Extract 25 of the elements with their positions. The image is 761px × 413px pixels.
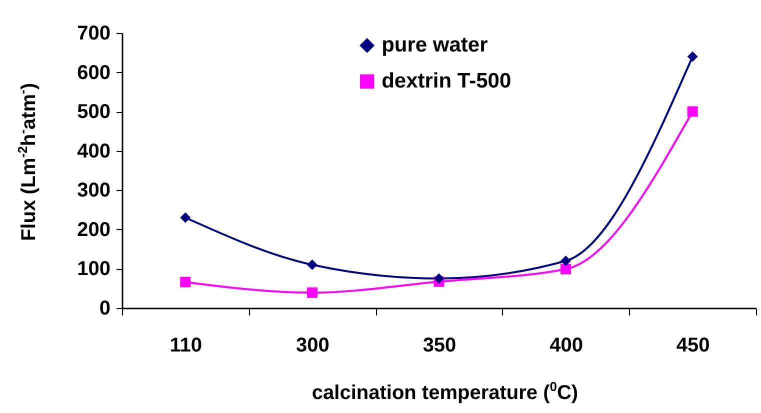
x-tick-label: 400	[550, 334, 583, 356]
y-tick-label: 200	[77, 218, 110, 241]
point	[560, 256, 572, 266]
point	[687, 106, 698, 117]
y-tick-label: 0	[99, 298, 110, 320]
x-axis-title: calcination temperature ($^{0}$C)	[312, 379, 578, 405]
y-tick-label: 700	[77, 22, 110, 44]
point	[560, 264, 572, 274]
x-tick-label: 350	[422, 334, 456, 356]
legend-label: pure water	[382, 34, 488, 56]
point	[687, 51, 698, 62]
point	[306, 287, 318, 298]
y-tick-label: 500	[77, 101, 110, 124]
y-tick-label: 100	[77, 258, 110, 280]
y-tick-label: 400	[77, 140, 110, 162]
y-tick-label: 300	[77, 180, 110, 202]
point	[180, 276, 191, 288]
point	[434, 273, 444, 284]
x-tick-label: 450	[676, 334, 710, 356]
legend-label: dextrin T-500	[382, 70, 512, 92]
point	[306, 260, 318, 270]
y-tick-label: 600	[77, 62, 110, 84]
point	[180, 212, 191, 223]
x-tick-label: 300	[296, 334, 330, 356]
x-tick-label: 110	[170, 334, 202, 356]
